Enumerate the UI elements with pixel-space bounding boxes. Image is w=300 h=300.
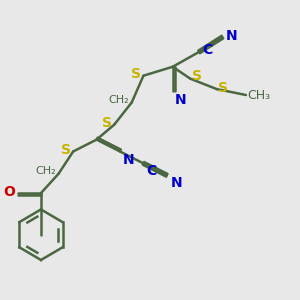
Text: S: S bbox=[102, 116, 112, 130]
Text: S: S bbox=[218, 81, 228, 95]
Text: S: S bbox=[192, 69, 202, 83]
Text: S: S bbox=[130, 67, 140, 81]
Text: CH₃: CH₃ bbox=[248, 88, 271, 101]
Text: CH₂: CH₂ bbox=[108, 95, 129, 105]
Text: N: N bbox=[226, 28, 238, 43]
Text: N: N bbox=[122, 153, 134, 167]
Text: N: N bbox=[175, 93, 187, 107]
Text: O: O bbox=[3, 185, 15, 199]
Text: N: N bbox=[170, 176, 182, 190]
Text: S: S bbox=[61, 143, 71, 157]
Text: C: C bbox=[146, 164, 157, 178]
Text: CH₂: CH₂ bbox=[35, 167, 56, 176]
Text: C: C bbox=[202, 43, 212, 56]
